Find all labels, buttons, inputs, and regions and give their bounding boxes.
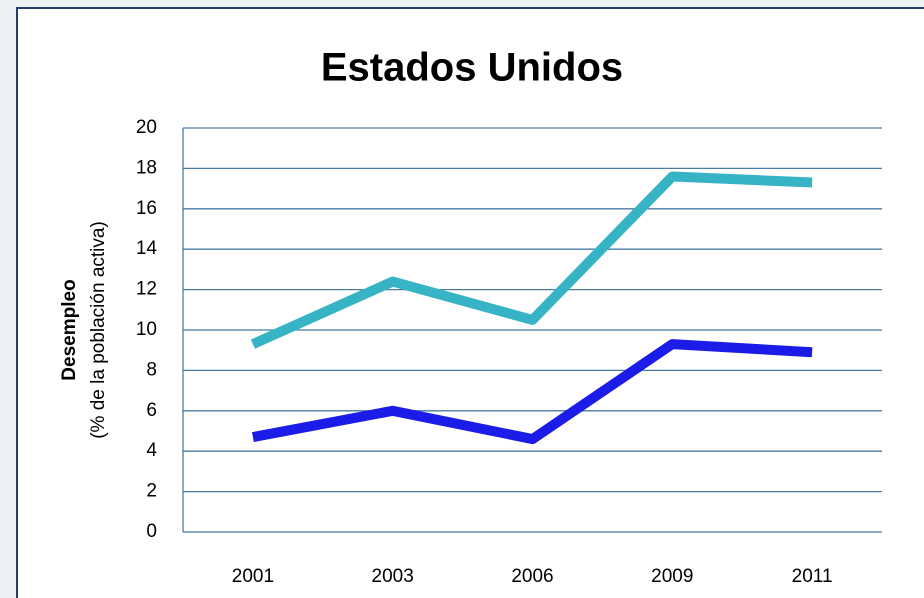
y-tick-label: 0 [146, 521, 157, 542]
series-line [250, 171, 813, 349]
x-tick-label: 2006 [511, 566, 553, 587]
series-line [251, 339, 813, 445]
y-tick-label: 16 [136, 198, 157, 219]
y-tick-label: 12 [136, 279, 157, 300]
x-tick-label: 2001 [232, 566, 274, 587]
x-tick-label: 2009 [651, 566, 693, 587]
x-tick-label: 2003 [372, 566, 414, 587]
y-tick-label: 2 [146, 481, 157, 502]
y-tick-label: 8 [146, 359, 157, 380]
y-tick-label: 14 [136, 238, 158, 259]
y-tick-label: 4 [146, 440, 157, 461]
y-tick-label: 6 [146, 400, 157, 421]
chart-title: Estados Unidos [321, 46, 623, 90]
y-tick-label: 18 [136, 157, 157, 178]
y-tick-label: 20 [136, 117, 157, 138]
y-axis-label: Desempleo [59, 279, 80, 380]
y-axis-label: (% de la población activa) [88, 221, 109, 439]
y-tick-label: 10 [136, 319, 157, 340]
x-tick-label: 2011 [792, 566, 833, 587]
